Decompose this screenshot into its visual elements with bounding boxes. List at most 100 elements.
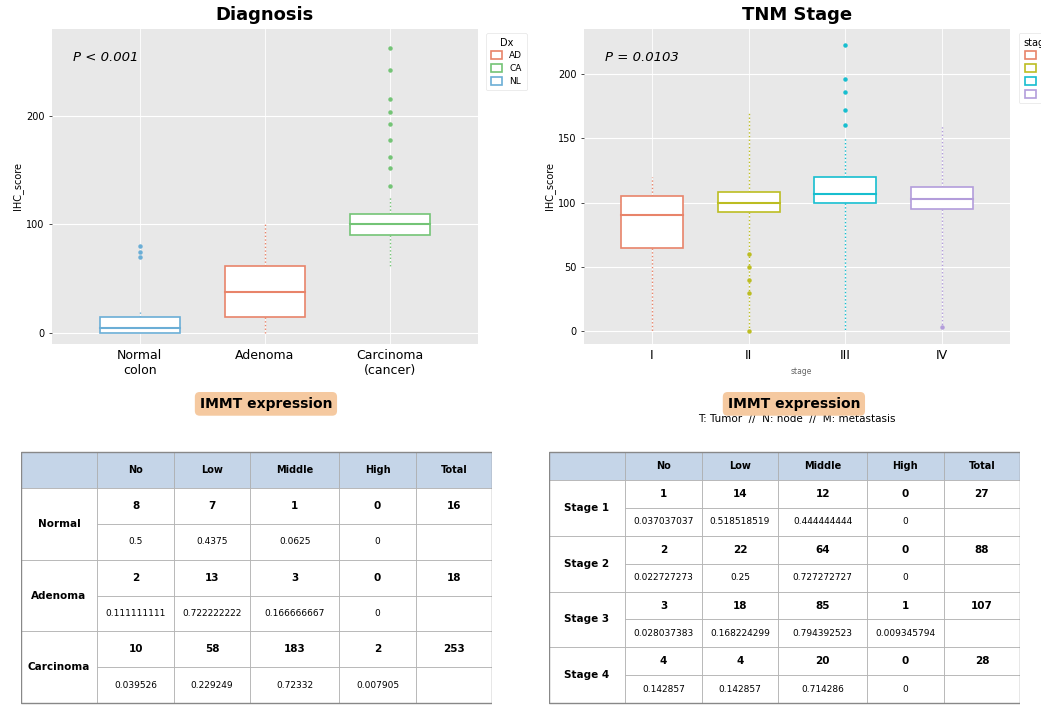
Text: 8: 8	[132, 500, 139, 511]
FancyBboxPatch shape	[549, 536, 626, 592]
Text: 253: 253	[443, 645, 465, 655]
FancyBboxPatch shape	[867, 480, 944, 508]
Text: 0.022727273: 0.022727273	[634, 573, 693, 582]
FancyBboxPatch shape	[350, 214, 430, 235]
FancyBboxPatch shape	[626, 619, 702, 647]
FancyBboxPatch shape	[415, 488, 492, 523]
FancyBboxPatch shape	[944, 647, 1020, 675]
Text: 13: 13	[205, 573, 220, 582]
Text: Stage 2: Stage 2	[564, 559, 610, 569]
FancyBboxPatch shape	[626, 675, 702, 703]
Text: 0: 0	[903, 517, 909, 526]
Legend: AD, CA, NL: AD, CA, NL	[486, 33, 527, 90]
FancyBboxPatch shape	[97, 632, 174, 668]
Text: 18: 18	[447, 573, 461, 582]
Text: 0.037037037: 0.037037037	[633, 517, 693, 526]
FancyBboxPatch shape	[21, 452, 97, 488]
FancyBboxPatch shape	[779, 536, 867, 564]
Text: 0: 0	[374, 573, 381, 582]
Text: 0.039526: 0.039526	[115, 681, 157, 690]
FancyBboxPatch shape	[779, 619, 867, 647]
FancyBboxPatch shape	[779, 452, 867, 480]
FancyBboxPatch shape	[814, 177, 877, 202]
Text: 1: 1	[902, 601, 909, 610]
FancyBboxPatch shape	[944, 536, 1020, 564]
Text: 0.007905: 0.007905	[356, 681, 399, 690]
Text: Low: Low	[201, 465, 223, 475]
Text: 0: 0	[902, 489, 909, 498]
FancyBboxPatch shape	[911, 187, 973, 209]
Text: 107: 107	[971, 601, 993, 610]
Text: Stage 3: Stage 3	[564, 614, 610, 625]
Text: Low: Low	[729, 461, 751, 470]
Text: 4: 4	[736, 657, 743, 666]
Legend: 1, 2, 3, 4: 1, 2, 3, 4	[1018, 33, 1041, 103]
Text: 2: 2	[132, 573, 139, 582]
Text: 0.5: 0.5	[128, 537, 143, 546]
Text: 0: 0	[375, 609, 380, 618]
FancyBboxPatch shape	[944, 452, 1020, 480]
Text: IMMT expression: IMMT expression	[200, 397, 332, 411]
Text: Normal: Normal	[37, 518, 80, 528]
Text: 0.111111111: 0.111111111	[105, 609, 166, 618]
Text: 0.0625: 0.0625	[279, 537, 310, 546]
FancyBboxPatch shape	[867, 592, 944, 619]
FancyBboxPatch shape	[339, 632, 415, 668]
Text: Middle: Middle	[804, 461, 841, 470]
FancyBboxPatch shape	[339, 596, 415, 632]
FancyBboxPatch shape	[100, 317, 180, 333]
FancyBboxPatch shape	[225, 266, 305, 317]
Text: Total: Total	[440, 465, 467, 475]
FancyBboxPatch shape	[21, 488, 97, 559]
Text: 2: 2	[660, 545, 667, 554]
Text: 0: 0	[903, 573, 909, 582]
Text: 0.4375: 0.4375	[197, 537, 228, 546]
FancyBboxPatch shape	[250, 632, 339, 668]
FancyBboxPatch shape	[702, 536, 779, 564]
FancyBboxPatch shape	[339, 559, 415, 596]
Text: 0.518518519: 0.518518519	[710, 517, 770, 526]
Text: 64: 64	[815, 545, 830, 554]
Text: High: High	[892, 461, 918, 470]
FancyBboxPatch shape	[415, 596, 492, 632]
FancyBboxPatch shape	[626, 647, 702, 675]
Text: 4: 4	[660, 657, 667, 666]
Text: 7: 7	[208, 500, 215, 511]
Text: 10: 10	[128, 645, 143, 655]
FancyBboxPatch shape	[626, 452, 702, 480]
FancyBboxPatch shape	[415, 523, 492, 559]
FancyBboxPatch shape	[702, 564, 779, 592]
FancyBboxPatch shape	[250, 488, 339, 523]
Text: 0: 0	[902, 545, 909, 554]
Text: P = 0.0103: P = 0.0103	[606, 51, 679, 64]
FancyBboxPatch shape	[702, 452, 779, 480]
Text: Middle: Middle	[276, 465, 313, 475]
FancyBboxPatch shape	[944, 508, 1020, 536]
Title: TNM Stage: TNM Stage	[742, 6, 852, 24]
Text: 0: 0	[374, 500, 381, 511]
FancyBboxPatch shape	[174, 668, 250, 703]
FancyBboxPatch shape	[867, 564, 944, 592]
FancyBboxPatch shape	[867, 508, 944, 536]
FancyBboxPatch shape	[97, 488, 174, 523]
Y-axis label: IHC_score: IHC_score	[544, 163, 555, 210]
FancyBboxPatch shape	[174, 488, 250, 523]
Text: 3: 3	[291, 573, 299, 582]
Text: 85: 85	[815, 601, 830, 610]
Text: 0.794392523: 0.794392523	[793, 629, 853, 638]
FancyBboxPatch shape	[867, 452, 944, 480]
FancyBboxPatch shape	[944, 592, 1020, 619]
FancyBboxPatch shape	[702, 480, 779, 508]
FancyBboxPatch shape	[717, 192, 780, 212]
Text: 0: 0	[903, 685, 909, 694]
FancyBboxPatch shape	[339, 668, 415, 703]
Text: 0.168224299: 0.168224299	[710, 629, 770, 638]
Text: 20: 20	[815, 657, 830, 666]
FancyBboxPatch shape	[702, 592, 779, 619]
FancyBboxPatch shape	[944, 564, 1020, 592]
FancyBboxPatch shape	[779, 647, 867, 675]
FancyBboxPatch shape	[549, 647, 626, 703]
FancyBboxPatch shape	[174, 452, 250, 488]
FancyBboxPatch shape	[549, 480, 626, 536]
Text: 28: 28	[974, 657, 989, 666]
